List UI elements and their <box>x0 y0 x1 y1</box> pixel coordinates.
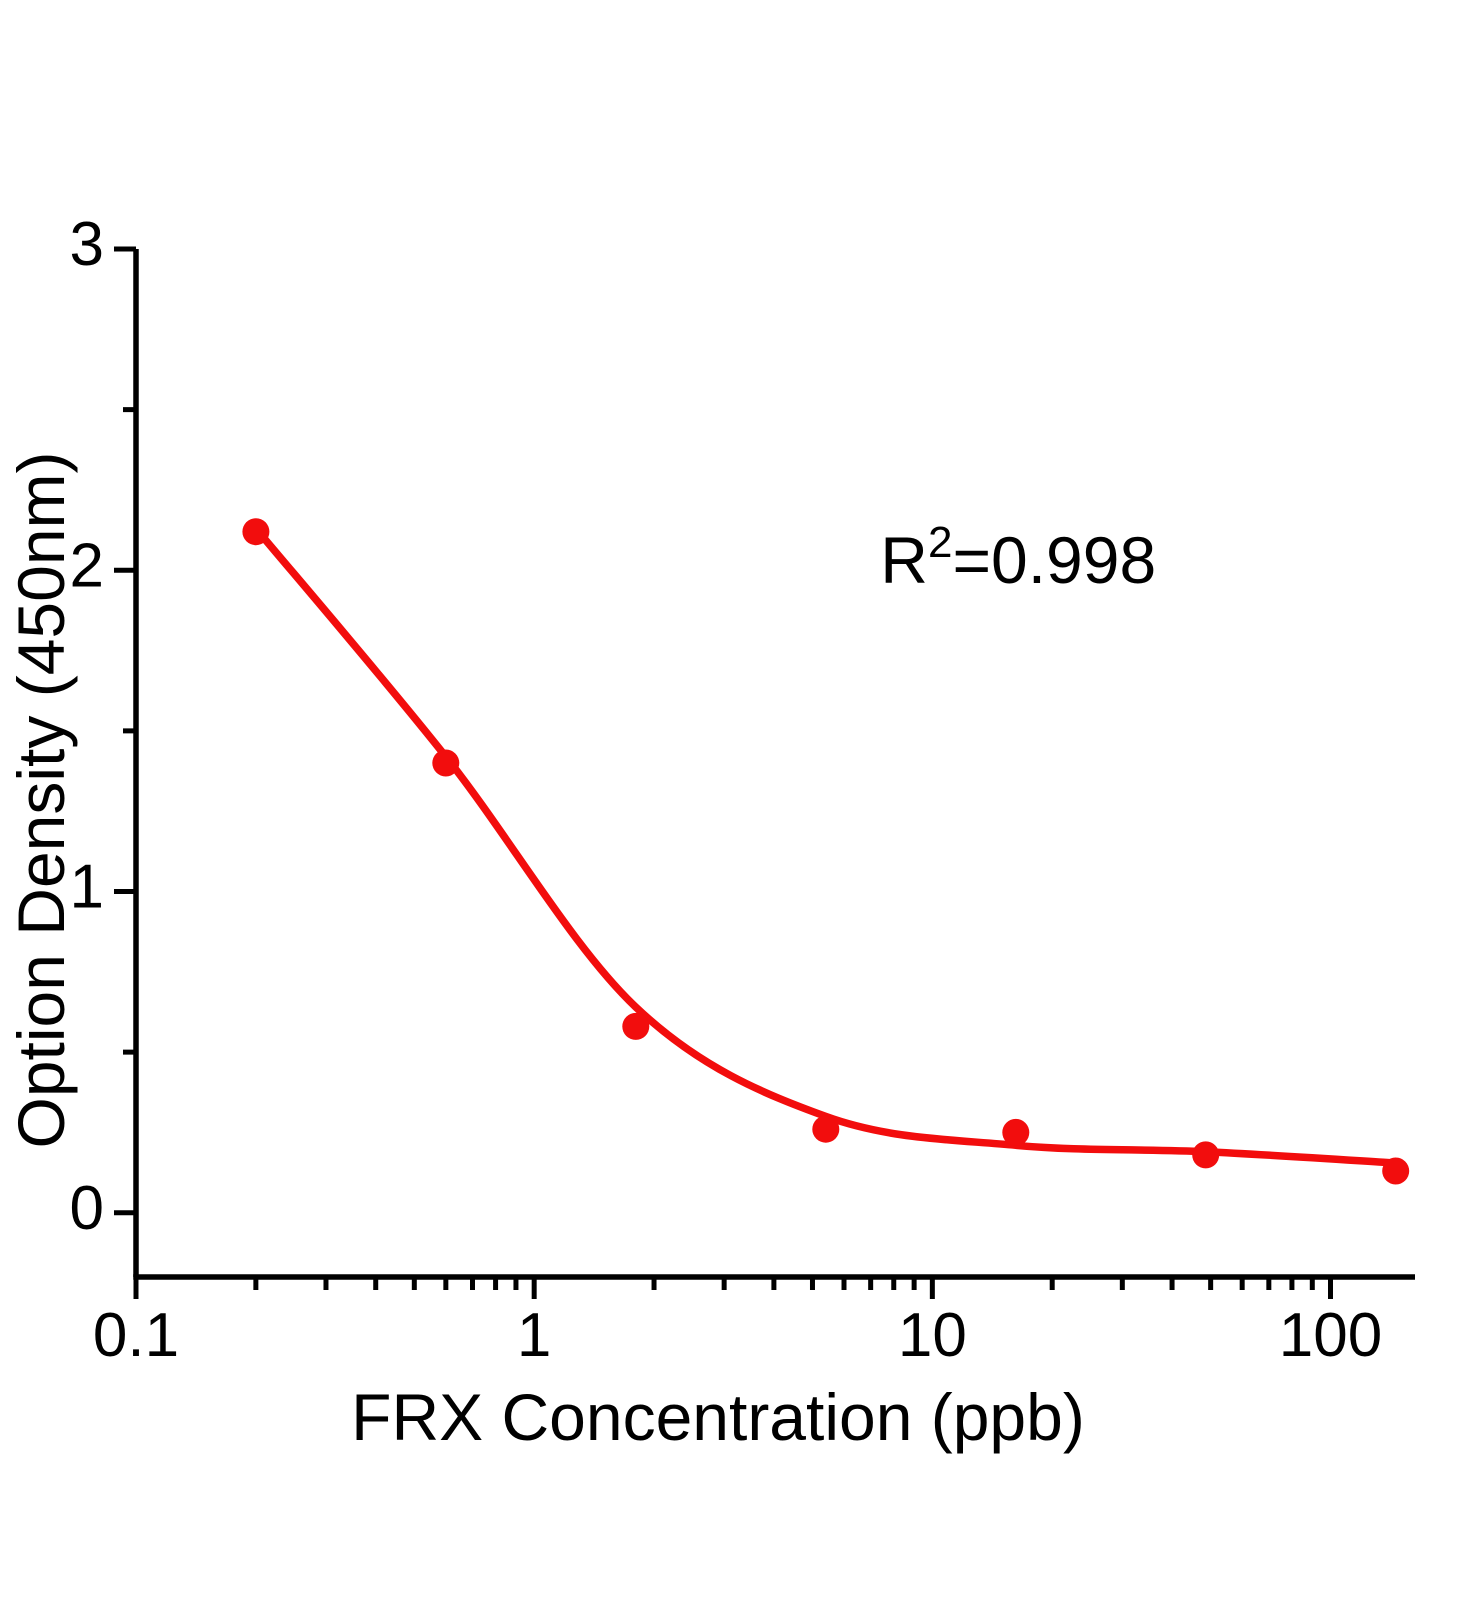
x-tick-label: 100 <box>1279 1301 1382 1370</box>
y-axis: 0 1 2 3 <box>70 210 139 1277</box>
y-tick-label: 1 <box>70 853 104 922</box>
y-tick-label: 3 <box>70 210 104 279</box>
data-point <box>1002 1118 1030 1146</box>
x-axis-title: FRX Concentration (ppb) <box>351 1380 1085 1454</box>
y-axis-title: Option Density (450nm) <box>4 452 78 1149</box>
data-points <box>242 518 1410 1185</box>
r-squared-annotation: R2=0.998 <box>880 518 1156 597</box>
data-point <box>1192 1141 1220 1169</box>
y-tick-label: 2 <box>70 531 104 600</box>
data-point <box>1382 1157 1410 1185</box>
x-axis: 0.1 1 10 100 <box>93 1274 1415 1370</box>
data-point <box>812 1115 840 1143</box>
x-tick-label: 10 <box>898 1301 967 1370</box>
data-point <box>432 749 460 777</box>
x-tick-label: 0.1 <box>93 1301 179 1370</box>
fit-curve-line <box>252 524 1400 1167</box>
data-point <box>622 1012 650 1040</box>
x-tick-label: 1 <box>517 1301 551 1370</box>
data-point <box>242 518 270 546</box>
y-tick-label: 0 <box>70 1174 104 1243</box>
